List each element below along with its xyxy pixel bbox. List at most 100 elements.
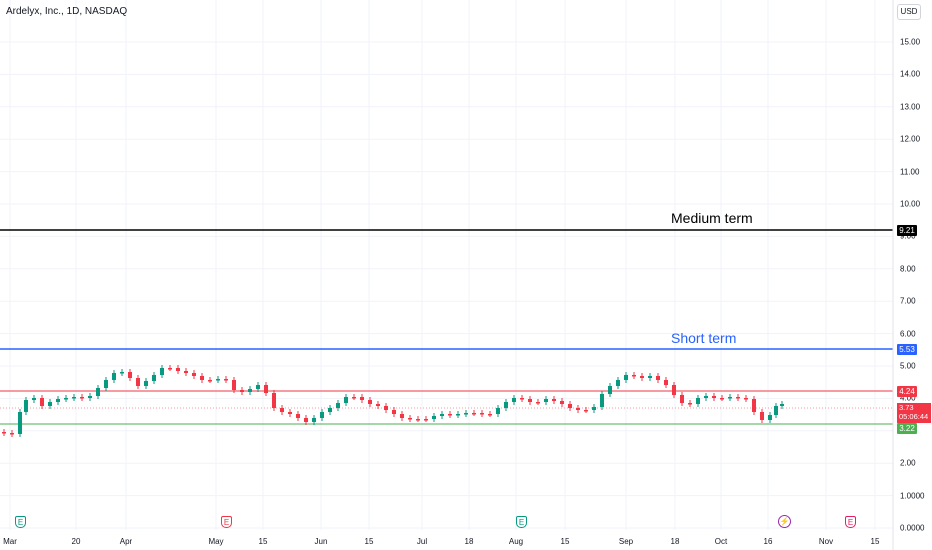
candle-body bbox=[504, 402, 508, 408]
candle-body bbox=[248, 389, 252, 392]
candle-body bbox=[176, 368, 180, 371]
candle-body bbox=[136, 378, 140, 386]
candle-body bbox=[360, 397, 364, 400]
current-price-value: 3.73 bbox=[899, 403, 914, 412]
time-tick: Jul bbox=[416, 537, 428, 546]
price-tick: 2.00 bbox=[900, 458, 916, 468]
candle-body bbox=[456, 414, 460, 416]
time-tick: 15 bbox=[560, 537, 570, 546]
candle-body bbox=[376, 404, 380, 406]
upper-level-price-label: 4.24 bbox=[897, 386, 917, 397]
candle-body bbox=[272, 393, 276, 408]
candle-body bbox=[424, 419, 428, 421]
candle-body bbox=[288, 412, 292, 414]
candle-body bbox=[120, 372, 124, 374]
candle-body bbox=[328, 408, 332, 412]
candle-body bbox=[568, 404, 572, 408]
earnings-icon[interactable]: E bbox=[221, 516, 232, 528]
candle-body bbox=[432, 416, 436, 419]
price-tick: 15.00 bbox=[900, 37, 921, 47]
time-tick: Aug bbox=[508, 537, 524, 546]
chart-title: Ardelyx, Inc., 1D, NASDAQ bbox=[6, 6, 128, 17]
candle-body bbox=[352, 397, 356, 399]
candle-body bbox=[18, 412, 22, 434]
candle-body bbox=[168, 368, 172, 370]
candle-body bbox=[192, 373, 196, 376]
candle-body bbox=[560, 401, 564, 404]
time-tick: 15 bbox=[258, 537, 268, 546]
candle-body bbox=[240, 390, 244, 392]
split-icon[interactable]: ⚡ bbox=[778, 515, 791, 528]
price-tick: 7.00 bbox=[900, 296, 916, 306]
candle-body bbox=[664, 380, 668, 385]
candle-body bbox=[696, 398, 700, 404]
candle-body bbox=[744, 398, 748, 400]
candle-body bbox=[304, 418, 308, 422]
time-tick: 20 bbox=[71, 537, 81, 546]
price-tick: 8.00 bbox=[900, 264, 916, 274]
candle-body bbox=[104, 380, 108, 388]
price-tick: 12.00 bbox=[900, 134, 921, 144]
candle-body bbox=[10, 433, 14, 435]
candle-body bbox=[224, 379, 228, 381]
currency-button[interactable]: USD bbox=[897, 4, 921, 20]
price-tick: 10.00 bbox=[900, 199, 921, 209]
candle-body bbox=[56, 399, 60, 402]
medium-term-label: Medium term bbox=[671, 210, 753, 226]
time-tick: Apr bbox=[119, 537, 133, 546]
candle-body bbox=[64, 398, 68, 400]
candle-body bbox=[184, 371, 188, 373]
candle-body bbox=[780, 404, 784, 406]
candles-group bbox=[2, 365, 784, 437]
candle-body bbox=[552, 399, 556, 401]
candle-body bbox=[232, 380, 236, 390]
candle-body bbox=[752, 399, 756, 412]
candle-body bbox=[528, 399, 532, 402]
candle-body bbox=[368, 400, 372, 404]
candle-body bbox=[88, 396, 92, 398]
candle-body bbox=[296, 414, 300, 418]
time-tick: 18 bbox=[670, 537, 680, 546]
bar-countdown: 05:06:44 bbox=[899, 412, 929, 421]
earnings-icon[interactable]: E bbox=[845, 516, 856, 528]
earnings-icon[interactable]: E bbox=[516, 516, 527, 528]
candle-body bbox=[680, 395, 684, 403]
short-term-price-label: 5.53 bbox=[897, 344, 917, 355]
candle-body bbox=[720, 398, 724, 400]
candle-body bbox=[112, 373, 116, 380]
candle-body bbox=[344, 397, 348, 403]
time-tick: Mar bbox=[3, 537, 17, 546]
time-tick: Nov bbox=[818, 537, 834, 546]
price-tick: 1.0000 bbox=[900, 491, 925, 501]
candle-body bbox=[774, 406, 778, 415]
candle-body bbox=[640, 376, 644, 378]
candle-body bbox=[2, 432, 6, 434]
candle-body bbox=[440, 414, 444, 416]
candle-body bbox=[144, 381, 148, 386]
candle-body bbox=[72, 397, 76, 399]
time-tick: May bbox=[208, 537, 224, 546]
candle-body bbox=[48, 402, 52, 406]
candle-body bbox=[280, 408, 284, 412]
candle-body bbox=[600, 394, 604, 407]
candle-body bbox=[496, 408, 500, 414]
time-tick: 18 bbox=[464, 537, 474, 546]
candle-body bbox=[256, 385, 260, 389]
candle-body bbox=[40, 398, 44, 406]
candle-body bbox=[392, 410, 396, 414]
price-tick: 4.00 bbox=[900, 393, 916, 403]
price-tick: 6.00 bbox=[900, 329, 916, 339]
candle-body bbox=[80, 397, 84, 399]
candle-body bbox=[208, 380, 212, 382]
earnings-icon[interactable]: E bbox=[15, 516, 26, 528]
candle-body bbox=[760, 412, 764, 420]
candle-body bbox=[384, 406, 388, 410]
candle-body bbox=[672, 385, 676, 395]
candle-body bbox=[488, 414, 492, 416]
candle-body bbox=[464, 413, 468, 415]
candle-body bbox=[536, 402, 540, 404]
candle-body bbox=[712, 396, 716, 398]
price-tick: 5.00 bbox=[900, 361, 916, 371]
candle-body bbox=[448, 414, 452, 416]
